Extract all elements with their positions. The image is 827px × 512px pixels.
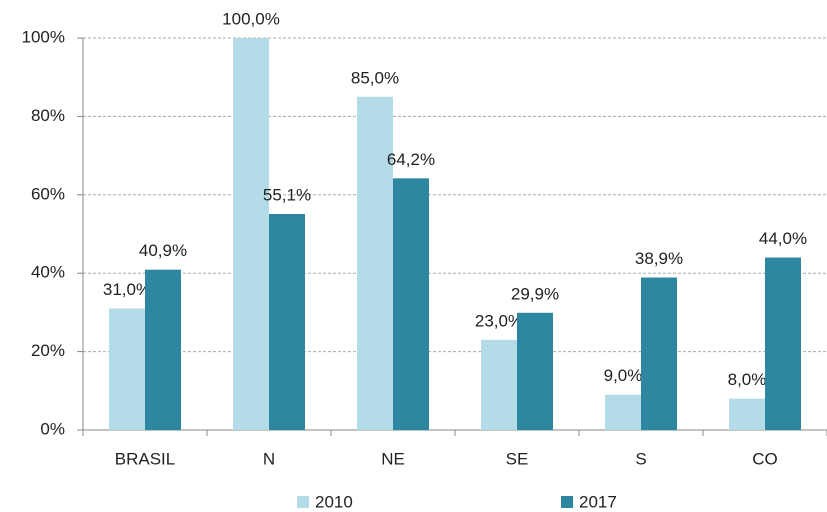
x-tick-label: NE [381, 449, 405, 468]
x-tick-label: SE [506, 449, 529, 468]
bar [605, 394, 641, 430]
bar [393, 178, 429, 430]
x-tick-label: S [635, 449, 646, 468]
value-label: 23,0% [475, 311, 523, 330]
value-label: 9,0% [604, 366, 643, 385]
value-label: 31,0% [103, 280, 151, 299]
bar [641, 277, 677, 430]
bar [481, 339, 517, 430]
legend-swatch [561, 496, 573, 508]
value-label: 38,9% [635, 249, 683, 268]
y-tick-label: 60% [31, 184, 65, 203]
value-label: 29,9% [511, 284, 559, 303]
legend-swatch [297, 496, 309, 508]
value-label: 40,9% [139, 241, 187, 260]
bar [357, 96, 393, 431]
bar [269, 214, 305, 430]
bar [145, 269, 181, 430]
y-tick-label: 40% [31, 263, 65, 282]
x-tick-label: CO [752, 449, 778, 468]
y-tick-label: 100% [22, 27, 65, 46]
x-tick-label: N [263, 449, 275, 468]
bar [233, 38, 269, 430]
value-label: 64,2% [387, 150, 435, 169]
value-label: 100,0% [222, 9, 280, 28]
value-label: 55,1% [263, 185, 311, 204]
legend-label: 2017 [579, 492, 617, 511]
y-tick-label: 0% [40, 419, 65, 438]
x-tick-label: BRASIL [115, 449, 175, 468]
value-label: 85,0% [351, 68, 399, 87]
y-tick-label: 20% [31, 341, 65, 360]
value-label: 44,0% [759, 229, 807, 248]
bar [517, 312, 553, 430]
bar [109, 308, 145, 430]
legend-label: 2010 [315, 492, 353, 511]
bar [729, 398, 765, 430]
value-label: 8,0% [728, 370, 767, 389]
bar [765, 257, 801, 430]
y-tick-label: 80% [31, 106, 65, 125]
